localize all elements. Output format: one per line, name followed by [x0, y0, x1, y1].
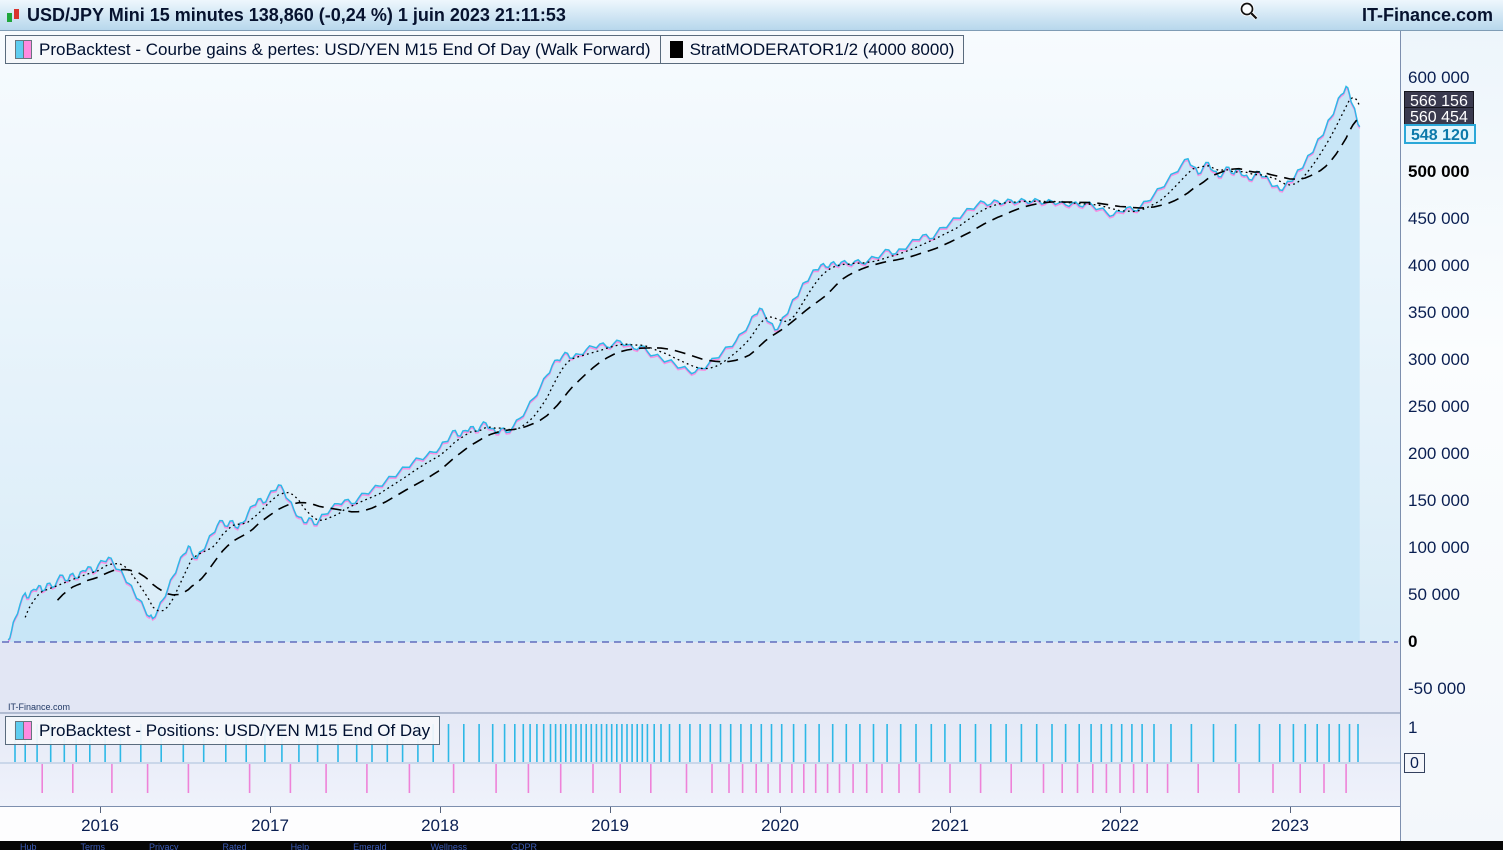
- y-axis-label: 300 000: [1408, 350, 1470, 369]
- bottom-bar-item[interactable]: Wellness: [430, 842, 467, 850]
- brand-label: IT-Finance.com: [1361, 4, 1493, 25]
- bottom-bar-item[interactable]: Terms: [80, 842, 106, 850]
- year-tick: [1290, 807, 1291, 813]
- price-box-last-equity: 548 120: [1404, 124, 1476, 144]
- year-tick: [270, 807, 271, 813]
- price-axis[interactable]: 600 000 500 000 450 000 400 000 350 000 …: [1400, 31, 1503, 841]
- year-tick: [440, 807, 441, 813]
- y-axis-label: 200 000: [1408, 444, 1470, 463]
- time-axis[interactable]: 2016 2017 2018 2019 2020 2021 2022 2023: [0, 806, 1400, 841]
- year-label: 2018: [421, 816, 459, 835]
- year-tick: [610, 807, 611, 813]
- year-label: 2019: [591, 816, 629, 835]
- instrument-title: USD/JPY Mini 15 minutes 138,860 (-0,24 %…: [27, 4, 566, 25]
- watermark: IT-Finance.com: [8, 702, 71, 712]
- y-axis-label: 400 000: [1408, 256, 1470, 275]
- strategy-series-icon: [669, 41, 683, 58]
- legend-positions-wrap: ProBacktest - Positions: USD/YEN M15 End…: [5, 716, 441, 745]
- year-label: 2020: [761, 816, 799, 835]
- bottom-bar-item[interactable]: Help: [290, 842, 310, 850]
- y-axis-label: 150 000: [1408, 491, 1470, 510]
- price-box-ma-dashed: 560 454: [1404, 107, 1474, 127]
- legend-strategy-label: StratMODERATOR1/2 (4000 8000): [689, 39, 955, 59]
- year-label: 2022: [1101, 816, 1139, 835]
- equity-chart-canvas[interactable]: [0, 0, 1400, 841]
- bottom-bar-item[interactable]: Hub: [20, 842, 37, 850]
- bottom-bar-item[interactable]: GDPR: [510, 842, 537, 850]
- positions-series-icon: [15, 721, 32, 740]
- legend-equity[interactable]: ProBacktest - Courbe gains & pertes: USD…: [5, 35, 661, 64]
- bottom-bar-item[interactable]: Rated: [222, 842, 247, 850]
- y-axis-label: 100 000: [1408, 538, 1470, 557]
- bottom-bar-item[interactable]: Emerald: [353, 842, 387, 850]
- y-axis-label: 450 000: [1408, 209, 1470, 228]
- instrument-icon: [6, 8, 21, 23]
- bottom-bar-item[interactable]: Privacy: [149, 842, 179, 850]
- y-axis-label: 500 000: [1408, 162, 1470, 181]
- positions-axis-label-1: 1: [1408, 718, 1418, 737]
- year-label: 2021: [931, 816, 969, 835]
- bottom-bar: Hub Terms Privacy Rated Help Emerald Wel…: [0, 841, 1503, 850]
- y-axis-label: 350 000: [1408, 303, 1470, 322]
- legend-positions-label: ProBacktest - Positions: USD/YEN M15 End…: [39, 720, 431, 740]
- y-axis-label: 250 000: [1408, 397, 1470, 416]
- legend-strategy[interactable]: StratMODERATOR1/2 (4000 8000): [659, 35, 965, 64]
- legend-row: ProBacktest - Courbe gains & pertes: USD…: [5, 35, 965, 64]
- mouse-cursor-magnifier-icon: [1239, 1, 1258, 20]
- year-label: 2017: [251, 816, 289, 835]
- year-label: 2023: [1271, 816, 1309, 835]
- year-tick: [1120, 807, 1121, 813]
- equity-series-icon: [15, 40, 32, 59]
- y-axis-label: 600 000: [1408, 68, 1470, 87]
- year-tick: [950, 807, 951, 813]
- legend-equity-label: ProBacktest - Courbe gains & pertes: USD…: [39, 39, 651, 59]
- title-bar: USD/JPY Mini 15 minutes 138,860 (-0,24 %…: [0, 0, 1503, 31]
- year-tick: [100, 807, 101, 813]
- year-tick: [780, 807, 781, 813]
- year-label: 2016: [81, 816, 119, 835]
- y-axis-label: 50 000: [1408, 585, 1460, 604]
- positions-axis-box-0: 0: [1404, 753, 1425, 773]
- y-axis-label: -50 000: [1408, 679, 1466, 698]
- legend-positions[interactable]: ProBacktest - Positions: USD/YEN M15 End…: [5, 716, 441, 745]
- y-axis-label: 0: [1408, 632, 1418, 651]
